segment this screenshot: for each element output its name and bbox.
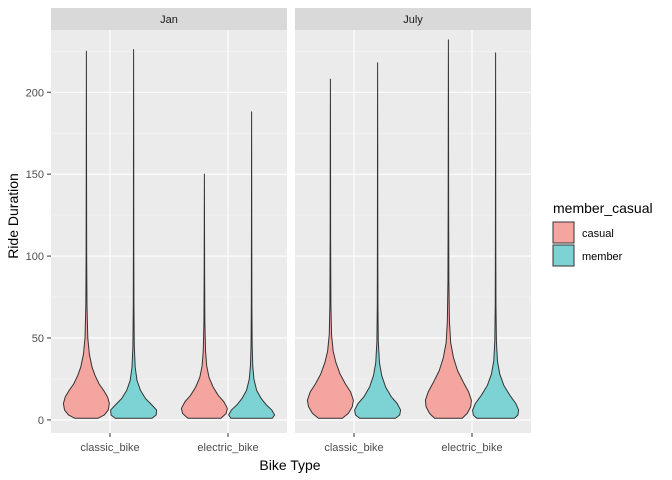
y-tick-label: 200 — [26, 87, 44, 99]
y-tick-label: 100 — [26, 251, 44, 263]
x-tick-label: classic_bike — [80, 442, 139, 454]
violin-marks — [62, 39, 520, 419]
violin-classic_bike-casual — [306, 78, 354, 419]
legend-key-casual — [552, 221, 575, 244]
x-tick-label: classic_bike — [324, 442, 383, 454]
y-tick-label: 0 — [38, 415, 44, 427]
facet-strip — [295, 8, 531, 30]
facet-strip — [51, 8, 287, 30]
violin-electric_bike-casual — [180, 173, 228, 419]
x-tick-label: electric_bike — [441, 442, 502, 454]
violin-classic_bike-member — [110, 49, 158, 419]
facet-strip-label: July — [403, 14, 423, 26]
y-tick-label: 50 — [32, 333, 44, 345]
violin-classic_bike-casual — [62, 50, 110, 419]
violin-electric_bike-member — [228, 111, 276, 419]
facet-strip-label: Jan — [160, 14, 178, 26]
legend: member_casual casual member — [552, 200, 653, 267]
y-axis: 0 50 100 150 200 — [26, 87, 51, 427]
legend-label-member: member — [582, 251, 623, 263]
legend-label-casual: casual — [582, 228, 614, 240]
x-axis: classic_bike electric_bike classic_bike ele… — [80, 433, 503, 454]
x-axis-title: Bike Type — [259, 457, 320, 473]
x-tick-label: electric_bike — [197, 442, 258, 454]
violin-classic_bike-member — [354, 62, 402, 419]
y-tick-label: 150 — [26, 169, 44, 181]
legend-key-member — [552, 244, 575, 267]
facet-panels: Jan July — [51, 8, 531, 433]
y-axis-title: Ride Duration — [5, 173, 21, 259]
violin-electric_bike-member — [472, 52, 520, 419]
violin-electric_bike-casual — [424, 39, 472, 419]
legend-title: member_casual — [553, 200, 653, 216]
